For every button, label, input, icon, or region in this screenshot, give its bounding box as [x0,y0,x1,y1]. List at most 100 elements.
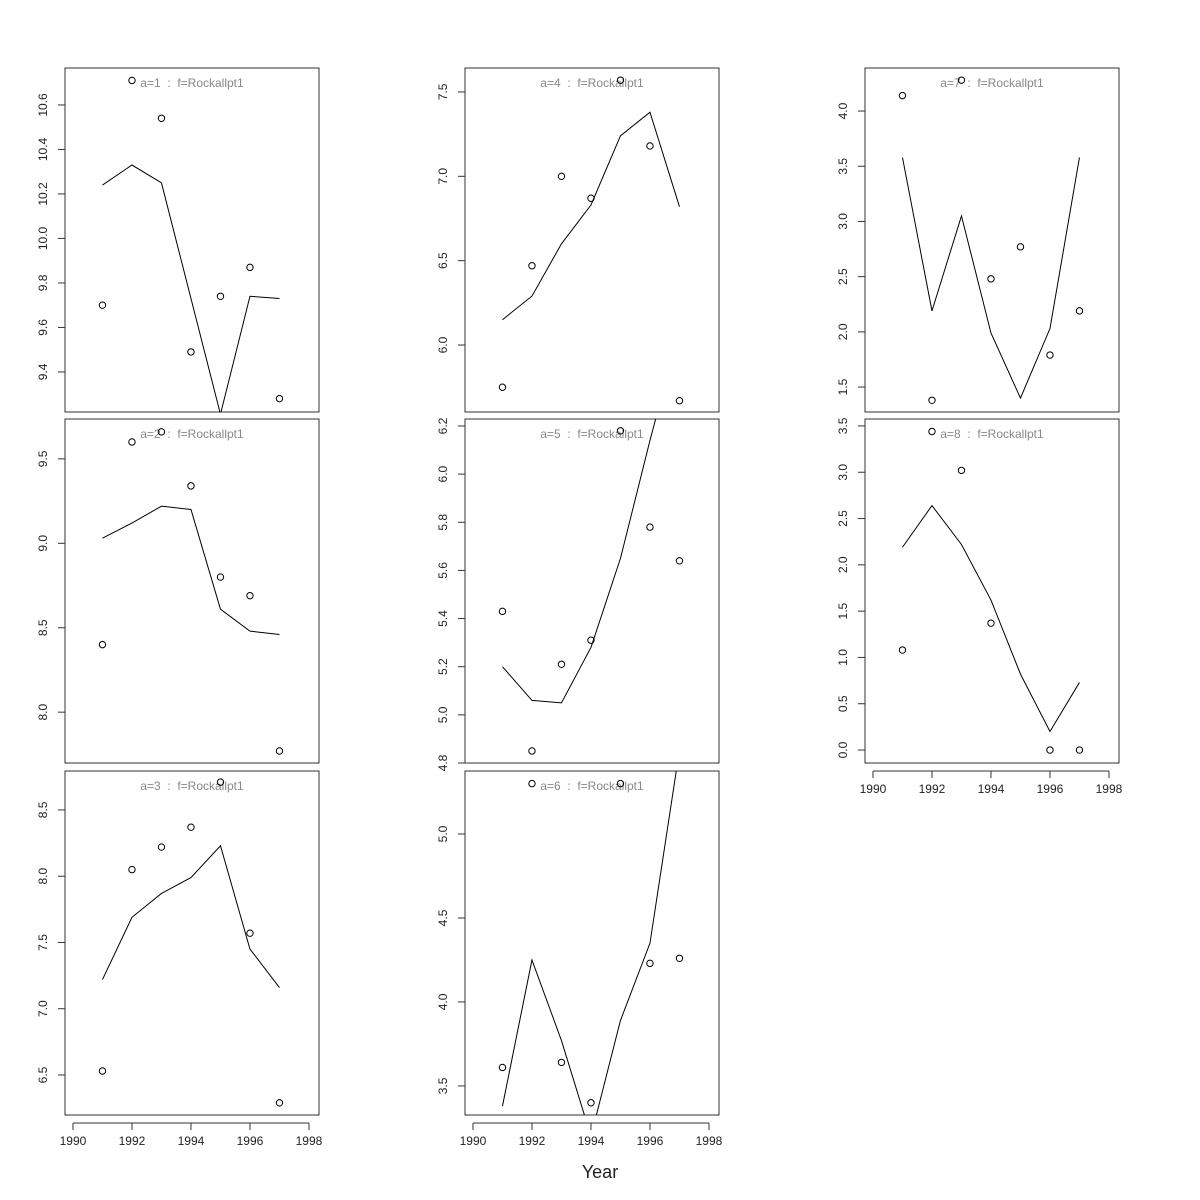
data-point [216,778,225,786]
data-point [246,591,254,600]
data-point [557,172,566,181]
panel: a=4 : f=Rockallpt1 6.0 6.5 7.0 7.5 [436,67,720,413]
y-tick-label: 3.5 [436,1077,450,1094]
plot-area [898,427,1084,754]
fit-line [102,505,280,635]
data-point [98,301,107,309]
data-point [128,865,136,874]
data-point [216,573,225,581]
y-tick-label: 10.2 [36,182,50,206]
fit-line [502,419,657,704]
data-point [987,275,995,283]
y-tick-label: 3.5 [836,417,850,434]
y-tick-label: 8.5 [36,801,50,818]
panel-title: a=7 : f=Rockallpt1 [940,76,1044,90]
data-point [528,779,536,788]
y-tick-label: 1.5 [836,378,850,395]
y-tick-label: 10.4 [36,137,50,161]
y-tick-label: 4.0 [836,102,850,119]
data-point [898,646,907,654]
y-tick-label: 0.0 [836,741,850,758]
y-tick-label: 9.0 [36,535,50,552]
y-tick-label: 6.0 [436,336,450,353]
panel-title: a=2 : f=Rockallpt1 [140,427,244,441]
fit-line [102,164,280,412]
panel: a=7 : f=Rockallpt1 1.5 2.0 2.5 3.0 3.5 4.0 [836,67,1120,413]
y-tick-label: 7.5 [36,934,50,951]
y-tick-label: 2.5 [836,268,850,285]
data-point [528,262,536,270]
panel-title: a=6 : f=Rockallpt1 [540,779,644,793]
y-tick-label: 6.5 [436,252,450,269]
y-tick-label: 3.0 [836,464,850,481]
x-tick-label: 1998 [696,1134,723,1148]
y-tick-label: 10.6 [36,93,50,117]
data-point [587,636,595,644]
data-point [157,843,166,851]
plot-area [498,76,684,405]
y-tick-label: 2.0 [836,556,850,573]
plot-area [898,76,1084,404]
x-tick-label: 1990 [860,782,887,796]
plot-area [498,771,684,1115]
y-tick-label: 9.5 [36,450,50,467]
data-point [246,263,254,272]
y-tick-label: 5.8 [436,514,450,531]
panel-frame [64,67,320,413]
y-tick-label: 8.0 [36,868,50,885]
data-point [128,76,136,85]
data-point [498,1063,507,1072]
y-tick-label: 1.5 [836,602,850,619]
plot-area [98,778,284,1107]
panel-frame [64,770,320,1116]
plot-area [498,419,684,755]
fit-line [102,844,280,988]
data-point [498,383,507,391]
data-point [557,1058,566,1067]
x-tick-label: 1990 [60,1134,87,1148]
y-tick-label: 8.5 [36,619,50,636]
plot-area [98,76,284,412]
y-tick-label: 7.0 [436,168,450,185]
data-point [275,747,284,755]
data-point [646,523,654,531]
panel: a=5 : f=Rockallpt1 4.8 5.0 5.2 5.4 5.6 5.8 6.0 6… [436,417,720,771]
y-tick-label: 5.2 [436,658,450,675]
x-tick-label: 1998 [296,1134,323,1148]
y-tick-label: 6.0 [436,465,450,482]
fit-line [901,157,1080,400]
fit-line [902,504,1080,733]
y-tick-label: 7.5 [436,83,450,100]
y-tick-label: 6.2 [436,417,450,434]
y-tick-label: 4.5 [436,909,450,926]
x-tick-label: 1992 [519,1134,546,1148]
data-point [957,466,966,475]
data-point [128,438,136,446]
data-point [187,823,195,831]
y-tick-label: 3.0 [836,213,850,230]
fit-line [501,771,677,1115]
x-tick-label: 1992 [119,1134,146,1148]
data-point [246,929,254,937]
y-tick-label: 5.0 [436,825,450,842]
data-point [1075,307,1084,315]
y-tick-label: 2.5 [836,510,850,527]
data-point [675,954,684,962]
data-point [616,427,625,435]
y-tick-label: 3.5 [836,158,850,175]
x-tick-label: 1994 [978,782,1005,796]
data-point [528,747,536,755]
data-point [187,482,195,490]
y-tick-label: 9.8 [36,274,50,291]
x-tick-label: 1998 [1096,782,1123,796]
panel-frame [464,67,720,413]
data-point [616,76,625,84]
panel-frame [64,418,320,764]
data-point [928,427,936,436]
data-point [646,142,654,150]
panel-frame [464,418,720,764]
y-tick-label: 4.8 [436,754,450,771]
y-tick-label: 8.0 [36,704,50,721]
panel-title: a=4 : f=Rockallpt1 [540,76,644,90]
data-point [157,114,166,122]
